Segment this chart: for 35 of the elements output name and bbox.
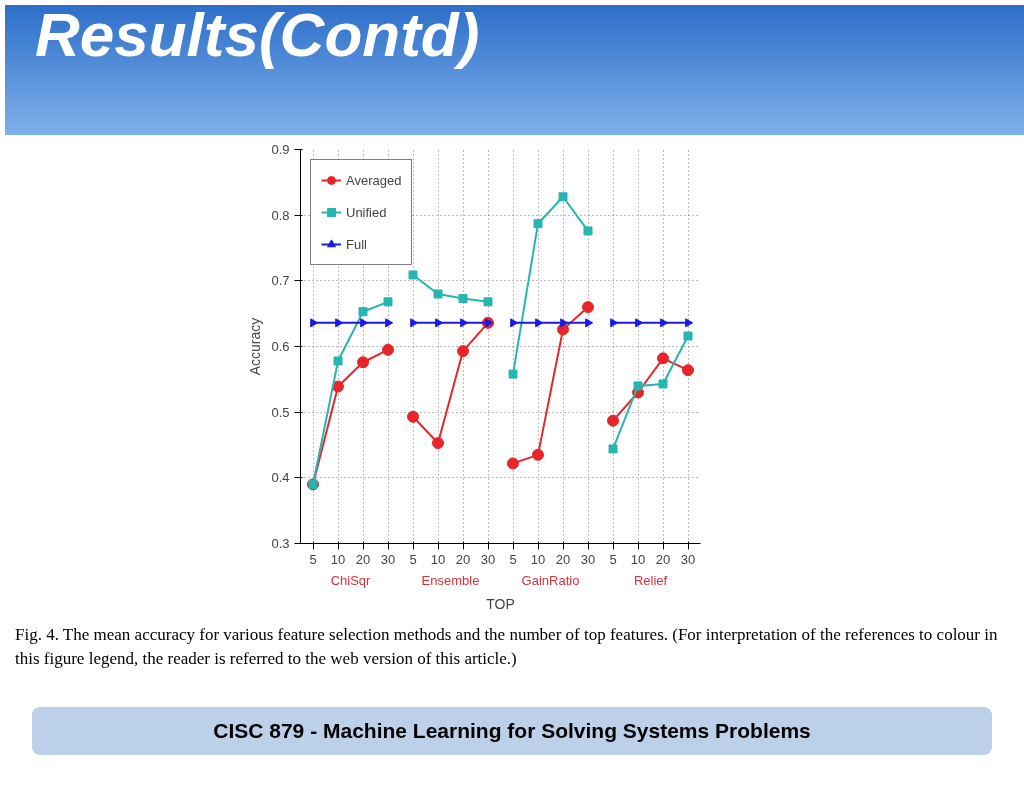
- x-tick-label: 30: [680, 551, 696, 567]
- y-tick-label: 0.6: [271, 339, 290, 354]
- x-tick-label: 30: [380, 551, 396, 567]
- y-tick-label: 0.7: [271, 273, 290, 289]
- x-tick-label: 5: [309, 551, 317, 567]
- y-tick-label: 0.9: [271, 142, 290, 157]
- x-tick-label: 20: [455, 551, 471, 567]
- x-tick-label: 10: [430, 551, 446, 567]
- chart-title: Results(Contd): [35, 0, 480, 69]
- legend-label: Averaged: [346, 172, 402, 188]
- x-tick-label: 30: [480, 551, 496, 567]
- x-tick-label: 5: [609, 551, 617, 567]
- x-tick-label: 20: [655, 551, 671, 567]
- text: GainRatio: [521, 572, 580, 588]
- y-axis-title: Accuracy: [247, 317, 264, 376]
- x-axis-title: TOP: [486, 595, 515, 612]
- x-tick-label: 20: [555, 551, 571, 567]
- x-tick-label: 10: [530, 551, 546, 567]
- text: CISC 879 - Machine Learning for Solving Systems Problems: [213, 718, 811, 744]
- y-tick-label: 0.8: [271, 207, 290, 223]
- y-tick-label: 0.5: [271, 404, 290, 420]
- x-tick-label: 10: [630, 551, 646, 567]
- x-tick-label: 10: [330, 551, 346, 567]
- text: Relief: [633, 572, 668, 588]
- y-tick-label: 0.4: [271, 470, 290, 486]
- x-tick-label: 30: [580, 551, 596, 567]
- x-tick-label: 5: [409, 551, 417, 567]
- legend-label: Unified: [346, 204, 387, 220]
- x-tick-label: 5: [509, 551, 517, 567]
- legend-label: Full: [346, 236, 367, 252]
- x-tick-label: 20: [355, 551, 371, 567]
- text: ChiSqr: [330, 572, 372, 588]
- caption: Fig. 4. The mean accuracy for various feature selection methods and the number of top features. (For interpretation of the references to colour in this figure legend, the reader is referred to the web version of this article.): [15, 624, 999, 671]
- text: Ensemble: [421, 572, 480, 588]
- y-tick-label: 0.3: [271, 536, 290, 551]
